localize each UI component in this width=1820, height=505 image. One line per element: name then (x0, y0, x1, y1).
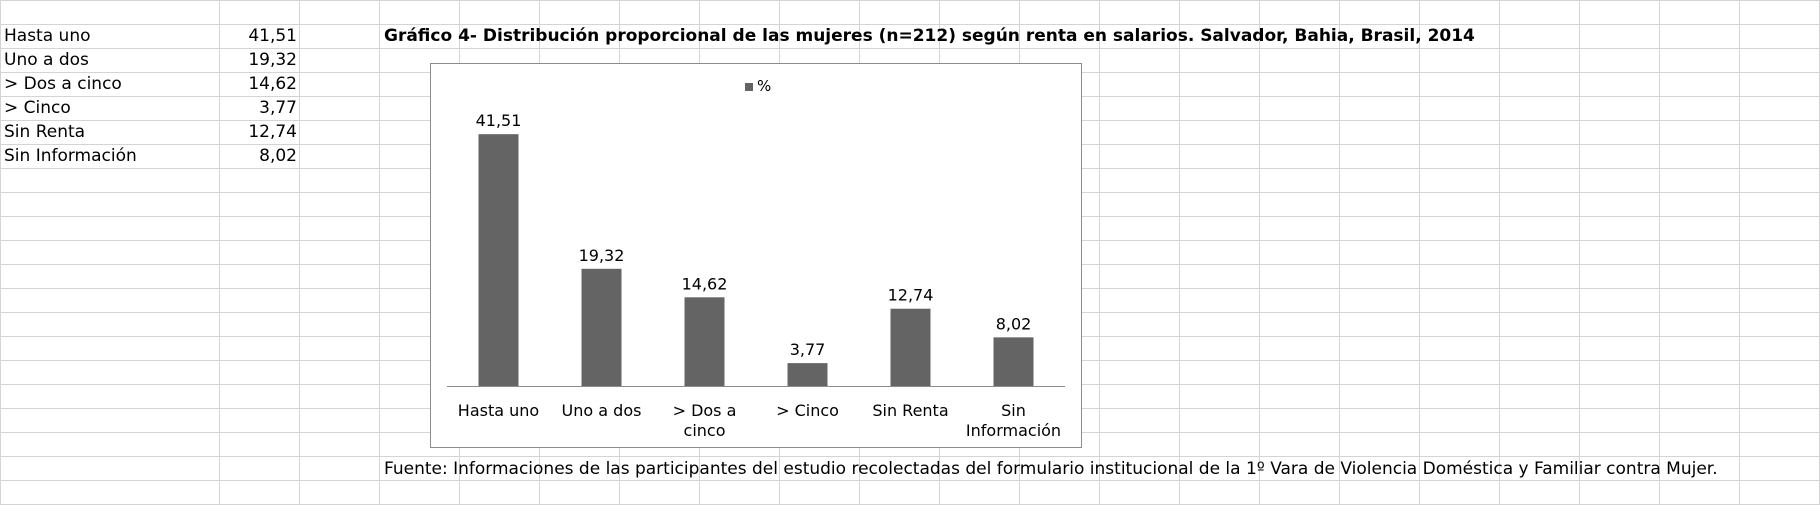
x-tick-label: > Cinco (776, 401, 839, 420)
x-tick-label: Sin Renta (872, 401, 948, 420)
cell-value[interactable]: 8,02 (259, 146, 297, 166)
bar (684, 297, 725, 386)
bar (890, 308, 931, 386)
chart-area[interactable]: % 41,51 Hasta uno 19,32 Uno a dos 14,62 > Dos … (430, 63, 1082, 448)
data-label: 3,77 (790, 340, 826, 359)
source-note: Fuente: Informaciones de las participant… (384, 459, 1718, 479)
cell-label[interactable]: Hasta uno (4, 26, 91, 46)
cell-value[interactable]: 3,77 (259, 98, 297, 118)
data-label: 19,32 (579, 246, 625, 265)
data-label: 14,62 (682, 274, 728, 293)
legend-label: % (757, 77, 771, 95)
cell-value[interactable]: 14,62 (248, 74, 297, 94)
bar (993, 337, 1034, 386)
data-label: 8,02 (996, 314, 1032, 333)
data-label: 41,51 (476, 111, 522, 130)
cell-label[interactable]: > Dos a cinco (4, 74, 122, 94)
data-label: 12,74 (888, 286, 934, 305)
cell-label[interactable]: Uno a dos (4, 50, 89, 70)
cell-label[interactable]: Sin Información (4, 146, 137, 166)
x-tick-label: > Dos a cinco (673, 401, 737, 440)
x-tick-label: Hasta uno (458, 401, 539, 420)
cell-value[interactable]: 41,51 (248, 26, 297, 46)
legend-swatch (745, 83, 753, 91)
bar (787, 363, 828, 386)
cell-value[interactable]: 19,32 (248, 50, 297, 70)
cell-label[interactable]: > Cinco (4, 98, 71, 118)
x-tick-label: Sin Información (966, 401, 1061, 440)
bar-chart: % 41,51 Hasta uno 19,32 Uno a dos 14,62 > Dos … (447, 77, 1065, 440)
x-tick-label: Uno a dos (562, 401, 642, 420)
cell-label[interactable]: Sin Renta (4, 122, 86, 142)
legend: % (745, 77, 771, 95)
chart-title: Gráfico 4- Distribución proporcional de … (384, 26, 1475, 46)
bar (478, 134, 519, 386)
cell-value[interactable]: 12,74 (248, 122, 297, 142)
bar (581, 268, 622, 386)
